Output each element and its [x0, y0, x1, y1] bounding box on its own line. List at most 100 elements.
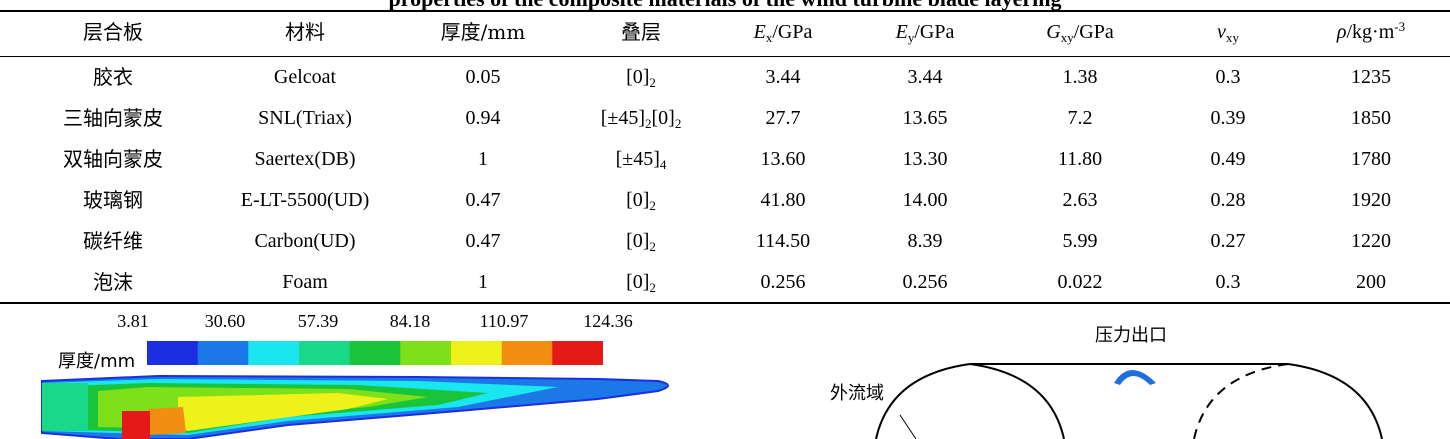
- table-top-rule: [0, 10, 1450, 12]
- cell-text: 0.27: [1210, 230, 1246, 252]
- cell-text: 1220: [1351, 230, 1391, 252]
- table-cell-nu: 0.39: [1138, 106, 1318, 130]
- table-cell-ey: 13.65: [835, 106, 1015, 130]
- cell-text: 泡沫: [93, 270, 133, 294]
- outlet-arrow-icon: [1114, 370, 1156, 385]
- cell-text: 双轴向蒙皮: [63, 147, 163, 171]
- colorbar-segment: [552, 341, 603, 365]
- cell-text: 8.39: [907, 230, 943, 252]
- cell-text: 0.94: [465, 107, 501, 129]
- cell-text: 27.7: [765, 107, 801, 129]
- cell-text: 14.00: [902, 189, 948, 211]
- blade-region-yellow: [178, 393, 388, 431]
- table-cell-nu: 0.3: [1138, 270, 1318, 294]
- colorbar-tick-label: 84.18: [389, 311, 431, 331]
- cell-text: 41.80: [760, 189, 806, 211]
- table-cell-stack: [0]2: [551, 65, 731, 89]
- header-symbol: E: [895, 21, 908, 43]
- thickness-label: 厚度/mm: [58, 351, 136, 372]
- cell-text: 0.022: [1057, 271, 1103, 293]
- table-cell-rho: 1780: [1281, 147, 1450, 171]
- cell-text: 碳纤维: [83, 229, 143, 253]
- table-cell-nu: 0.28: [1138, 188, 1318, 212]
- cell-text: 0.47: [465, 230, 501, 252]
- stack-subscript: 4: [659, 157, 667, 172]
- cell-text: 2.63: [1062, 189, 1098, 211]
- flow-domain-diagram: [875, 363, 1383, 439]
- table-cell-gxy: 11.80: [990, 147, 1170, 171]
- header-subscript: xy: [1060, 30, 1074, 45]
- table-cell-gxy: 1.38: [990, 65, 1170, 89]
- stack-tail-subscript: 2: [674, 116, 682, 131]
- header-superscript: -3: [1394, 19, 1406, 34]
- cell-text: Gelcoat: [273, 66, 337, 88]
- domain-leader-line: [899, 414, 917, 439]
- header-subscript: x: [765, 30, 773, 45]
- table-cell-laminate: 双轴向蒙皮: [23, 147, 203, 172]
- cell-text: 0.05: [465, 66, 501, 88]
- stack-main: [0]: [626, 230, 650, 252]
- cell-text: 1780: [1351, 148, 1391, 170]
- table-cell-thickness: 0.94: [393, 106, 573, 130]
- table-cell-laminate: 三轴向蒙皮: [23, 106, 203, 131]
- column-header: ρ/kg·m-3: [1291, 20, 1450, 44]
- header-subscript: xy: [1225, 30, 1239, 45]
- table-cell-laminate: 胶衣: [23, 65, 203, 90]
- blade-region-red: [122, 411, 150, 439]
- table-cell-rho: 1920: [1281, 188, 1450, 212]
- blade-contour: [41, 374, 669, 439]
- table-cell-ey: 14.00: [835, 188, 1015, 212]
- table-cell-gxy: 0.022: [990, 270, 1170, 294]
- header-text: 材料: [285, 20, 325, 44]
- cell-text: 三轴向蒙皮: [63, 106, 163, 130]
- table-cell-stack: [0]2: [551, 229, 731, 253]
- table-header-rule: [0, 56, 1450, 57]
- cell-text: 3.44: [765, 66, 801, 88]
- header-subscript: y: [907, 30, 915, 45]
- table-cell-ey: 8.39: [835, 229, 1015, 253]
- colorbar-tick-label: 57.39: [297, 311, 339, 331]
- header-text: 叠层: [621, 20, 661, 44]
- table-cell-stack: [0]2: [551, 188, 731, 212]
- cell-text: 1850: [1351, 107, 1391, 129]
- colorbar-tick-label: 30.60: [204, 311, 246, 331]
- colorbar-tick-label: 3.81: [117, 311, 149, 331]
- stack-main: [±45]: [600, 107, 645, 129]
- table-cell-stack: [±45]2[0]2: [551, 106, 731, 130]
- table-cell-nu: 0.49: [1138, 147, 1318, 171]
- column-header: 叠层: [561, 20, 721, 45]
- cell-text: 胶衣: [93, 65, 133, 89]
- table-cell-ex: 27.7: [693, 106, 873, 130]
- table-cell-thickness: 0.47: [393, 229, 573, 253]
- table-cell-ex: 0.256: [693, 270, 873, 294]
- table-cell-gxy: 7.2: [990, 106, 1170, 130]
- blade-root-block: [42, 383, 88, 431]
- table-cell-ey: 3.44: [835, 65, 1015, 89]
- table-cell-thickness: 1: [393, 270, 573, 294]
- stack-main: [0]: [626, 66, 650, 88]
- stack-subscript: 2: [649, 239, 656, 254]
- cell-text: 1: [478, 271, 488, 293]
- table-cell-thickness: 1: [393, 147, 573, 171]
- table-cell-nu: 0.3: [1138, 65, 1318, 89]
- colorbar-tick-label: 124.36: [583, 311, 633, 331]
- colorbar-segment: [197, 341, 249, 365]
- cell-text: 13.65: [902, 107, 948, 129]
- table-cell-material: E-LT-5500(UD): [215, 188, 395, 212]
- cell-text: 13.30: [902, 148, 948, 170]
- domain-left-arc-right: [969, 363, 1065, 439]
- domain-right-arc-dashed: [1193, 363, 1289, 439]
- stack-subscript: 2: [649, 75, 656, 90]
- cell-text: 0.3: [1215, 66, 1241, 88]
- stack-main: [0]: [626, 189, 650, 211]
- table-cell-ex: 114.50: [693, 229, 873, 253]
- cell-text: 0.39: [1210, 107, 1246, 129]
- header-text: 厚度/mm: [440, 20, 526, 44]
- colorbar-segment: [248, 341, 300, 365]
- header-unit: /kg·m: [1346, 21, 1395, 43]
- stack-subscript: 2: [649, 198, 656, 213]
- stack-main: [0]: [626, 271, 650, 293]
- stack-tail: [0]: [651, 107, 675, 129]
- thickness-colorbar: [147, 341, 603, 365]
- cell-text: SNL(Triax): [258, 107, 352, 129]
